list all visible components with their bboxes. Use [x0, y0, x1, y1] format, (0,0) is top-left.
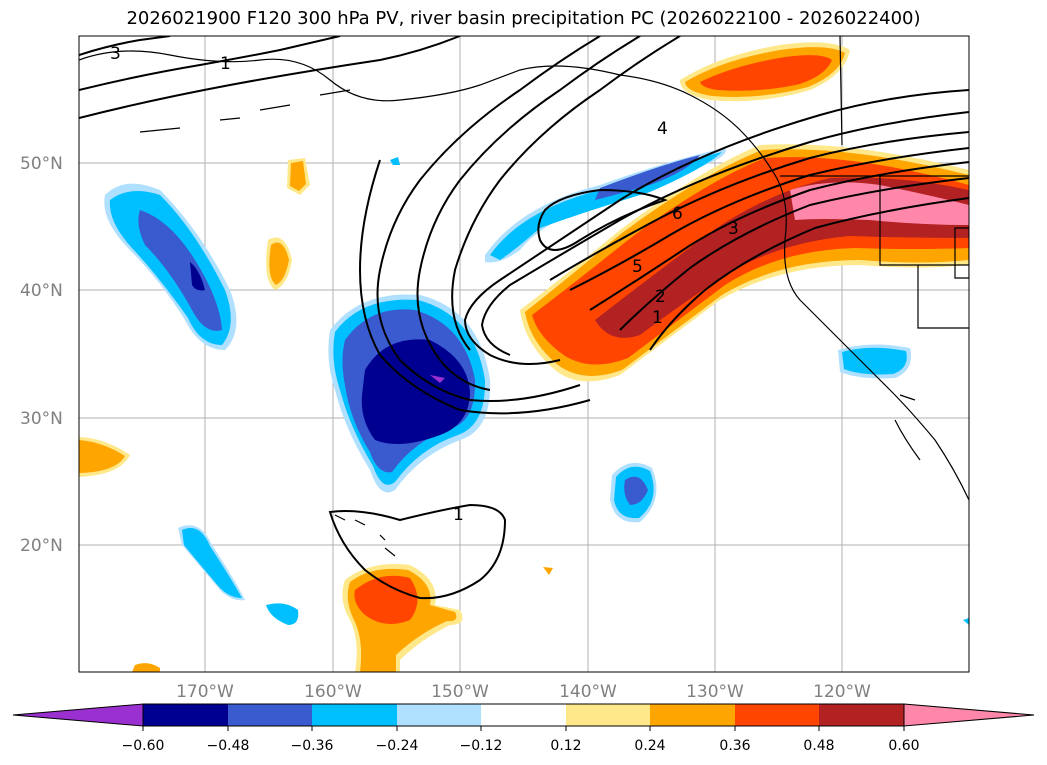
colorbar-extend-high: [903, 703, 1035, 727]
contour-labels: 3 1 4 6 3 5 2 1 1: [110, 44, 739, 525]
contour-label: 1: [453, 505, 464, 525]
lat-label-50n: 50°N: [20, 154, 63, 174]
coastlines: [79, 36, 969, 557]
contour-label: 5: [632, 257, 643, 277]
contour-label: 3: [110, 44, 121, 64]
colorbar-tick-label: 0.60: [888, 738, 919, 754]
colorbar-tick-label: −0.24: [376, 738, 419, 754]
pv-contours: [79, 36, 969, 600]
colorbar-tick-label: 0.12: [550, 738, 581, 754]
lon-label-130w: 130°W: [686, 682, 744, 702]
colorbar-segment: [650, 704, 735, 726]
colorbar-ticks: [142, 726, 905, 731]
colorbar-border: [142, 703, 905, 727]
colorbar-extend-low: [12, 703, 144, 727]
contour-label: 3: [728, 219, 739, 239]
colorbar-segment: [566, 704, 650, 726]
contour-label: 6: [672, 204, 683, 224]
contour-label: 1: [652, 308, 663, 328]
colorbar-tick-label: −0.48: [207, 738, 250, 754]
contour-label: 4: [657, 119, 668, 139]
colorbar-tick-labels: −0.60 −0.48 −0.36 −0.24 −0.12 0.12 0.24 …: [122, 738, 920, 754]
map-plot-area: [79, 36, 969, 672]
lat-label-20n: 20°N: [20, 536, 63, 556]
lon-label-140w: 140°W: [559, 682, 617, 702]
lat-label-40n: 40°N: [20, 281, 63, 301]
colorbar-segment: [143, 704, 228, 726]
latitude-axis: 50°N 40°N 30°N 20°N: [20, 154, 63, 556]
colorbar-tick-label: 0.36: [719, 738, 750, 754]
map-title: 2026021900 F120 300 hPa PV, river basin …: [126, 8, 921, 29]
map-border: [78, 35, 970, 673]
contour-label: 1: [220, 54, 231, 74]
colorbar-segment: [312, 704, 397, 726]
colorbar-segment: [397, 704, 481, 726]
colorbar-segment: [735, 704, 819, 726]
colorbar-tick-label: −0.36: [291, 738, 334, 754]
longitude-axis: 170°W 160°W 150°W 140°W 130°W 120°W: [176, 682, 871, 702]
lat-label-30n: 30°N: [20, 409, 63, 429]
colorbar-tick-label: −0.12: [460, 738, 503, 754]
lon-label-120w: 120°W: [813, 682, 871, 702]
colorbar-tick-label: −0.60: [122, 738, 165, 754]
colorbar-segment: [819, 704, 904, 726]
colorbar-tick-label: 0.24: [634, 738, 665, 754]
lon-label-160w: 160°W: [304, 682, 362, 702]
contour-label: 2: [655, 287, 666, 307]
colorbar: −0.60 −0.48 −0.36 −0.24 −0.12 0.12 0.24 …: [12, 703, 1035, 754]
lon-label-150w: 150°W: [431, 682, 489, 702]
colorbar-tick-label: 0.48: [803, 738, 834, 754]
colorbar-segment: [228, 704, 312, 726]
colorbar-segment: [481, 704, 566, 726]
map-content: 3 1 4 6 3 5 2 1 1: [79, 36, 969, 672]
lon-label-170w: 170°W: [176, 682, 234, 702]
